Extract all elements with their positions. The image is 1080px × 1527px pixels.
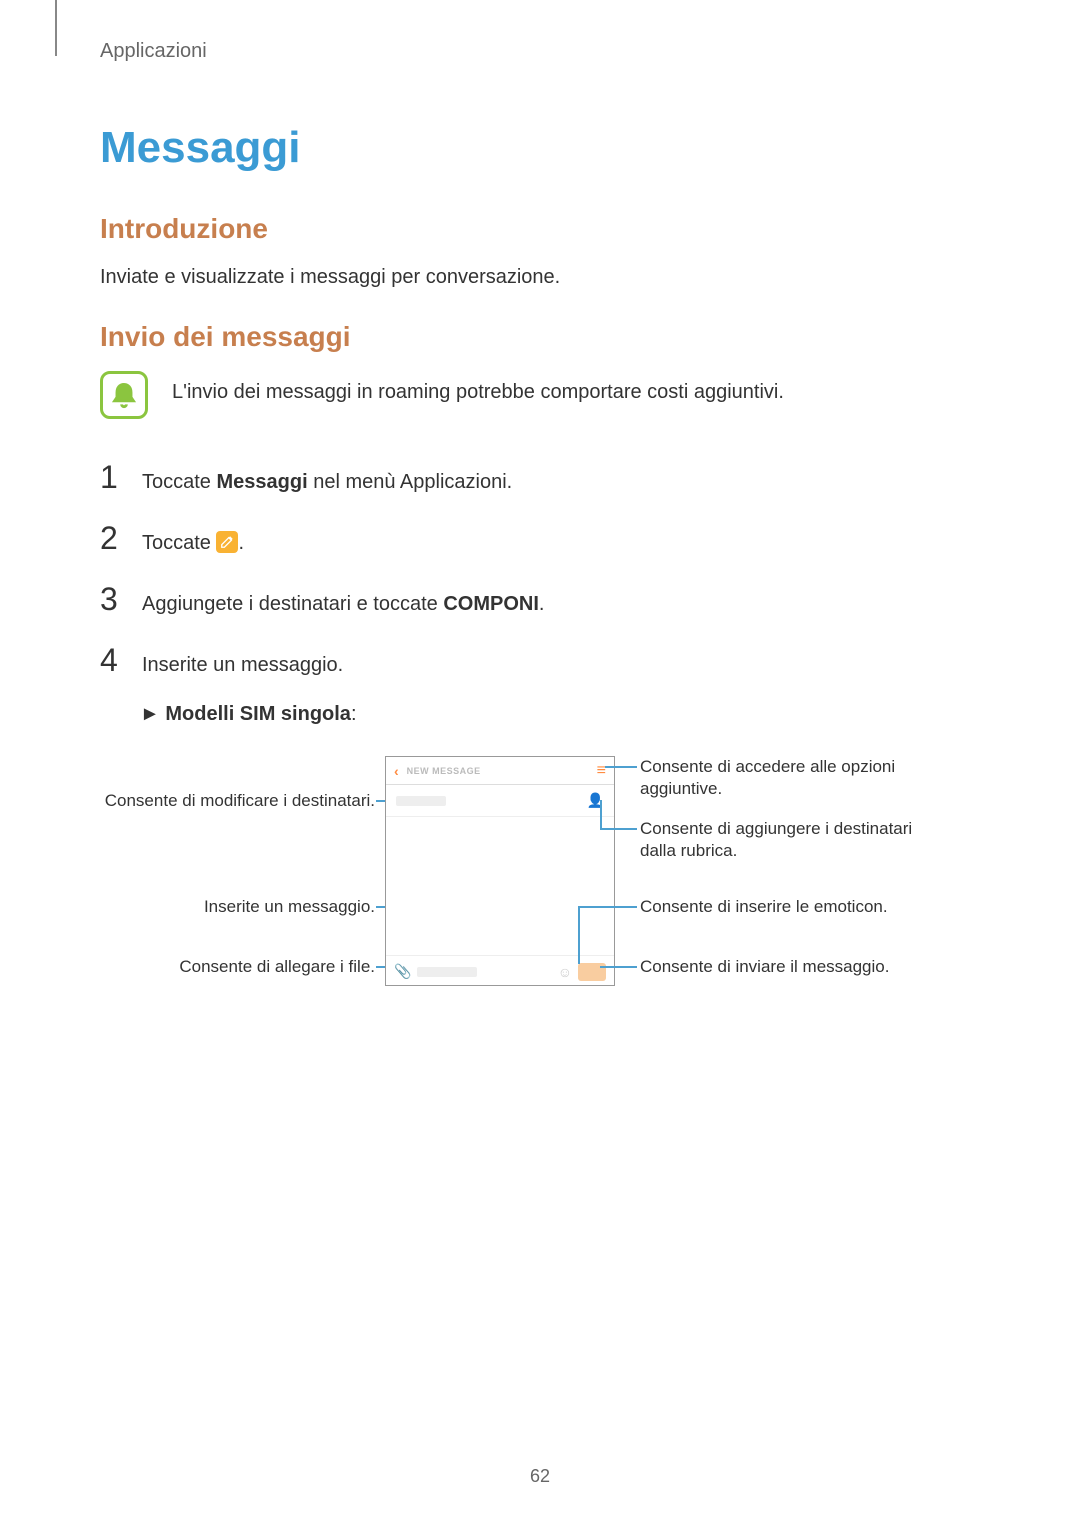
step-text: Toccate . [142,529,244,557]
page-header: Applicazioni [100,40,980,63]
note-text: L'invio dei messaggi in roaming potrebbe… [172,371,784,404]
step-text: Inserite un messaggio. [142,651,343,679]
step-2: 2 Toccate . [100,520,980,557]
phone-header: ‹ NEW MESSAGE ≡ [386,757,614,785]
note-row: L'invio dei messaggi in roaming potrebbe… [100,371,980,419]
callout-right-4: Consente di inviare il messaggio. [640,956,940,978]
callout-line [600,828,637,830]
intro-text: Inviate e visualizzate i messaggi per co… [100,263,980,291]
emoji-icon: ☺ [558,964,572,980]
phone-screen: ‹ NEW MESSAGE ≡ 👤 📎 ☺ [385,756,615,986]
page-number: 62 [530,1466,550,1487]
step-number: 3 [100,581,124,618]
sending-heading: Invio dei messaggi [100,321,980,353]
back-icon: ‹ [394,763,399,779]
step-4: 4 Inserite un messaggio. [100,642,980,679]
step-number: 4 [100,642,124,679]
step-number: 1 [100,459,124,496]
callout-left-3: Consente di allegare i file. [100,956,375,978]
bell-icon [100,371,148,419]
callout-left-2: Inserite un messaggio. [100,896,375,918]
callout-line [578,906,637,908]
margin-line [55,0,57,56]
step-list: 1 Toccate Messaggi nel menù Applicazioni… [100,459,980,679]
step-number: 2 [100,520,124,557]
intro-heading: Introduzione [100,213,980,245]
step-text: Aggiungete i destinatari e toccate COMPO… [142,590,544,618]
screen-title: NEW MESSAGE [407,766,589,776]
input-row: 📎 ☺ [386,955,614,987]
page-title: Messaggi [100,123,980,173]
callout-right-1: Consente di accedere alle opzioni aggiun… [640,756,940,800]
step-3: 3 Aggiungete i destinatari e toccate COM… [100,581,980,618]
callout-line [600,966,637,968]
input-placeholder [417,967,477,977]
callout-line [600,800,602,828]
callout-right-3: Consente di inserire le emoticon. [640,896,940,918]
callout-line [578,906,580,964]
callout-line [605,766,637,768]
menu-icon: ≡ [597,763,606,779]
diagram: Consente di modificare i destinatari. In… [100,756,980,996]
recipient-row: 👤 [386,785,614,817]
callout-left-1: Consente di modificare i destinatari. [100,790,375,812]
step-text: Toccate Messaggi nel menù Applicazioni. [142,468,512,496]
sub-label: ► Modelli SIM singola: [140,703,980,726]
callout-right-2: Consente di aggiungere i destinatari dal… [640,818,940,862]
step-1: 1 Toccate Messaggi nel menù Applicazioni… [100,459,980,496]
attach-icon: 📎 [394,963,411,980]
recipient-placeholder [396,796,446,806]
message-body [386,817,614,955]
compose-icon [216,531,238,553]
